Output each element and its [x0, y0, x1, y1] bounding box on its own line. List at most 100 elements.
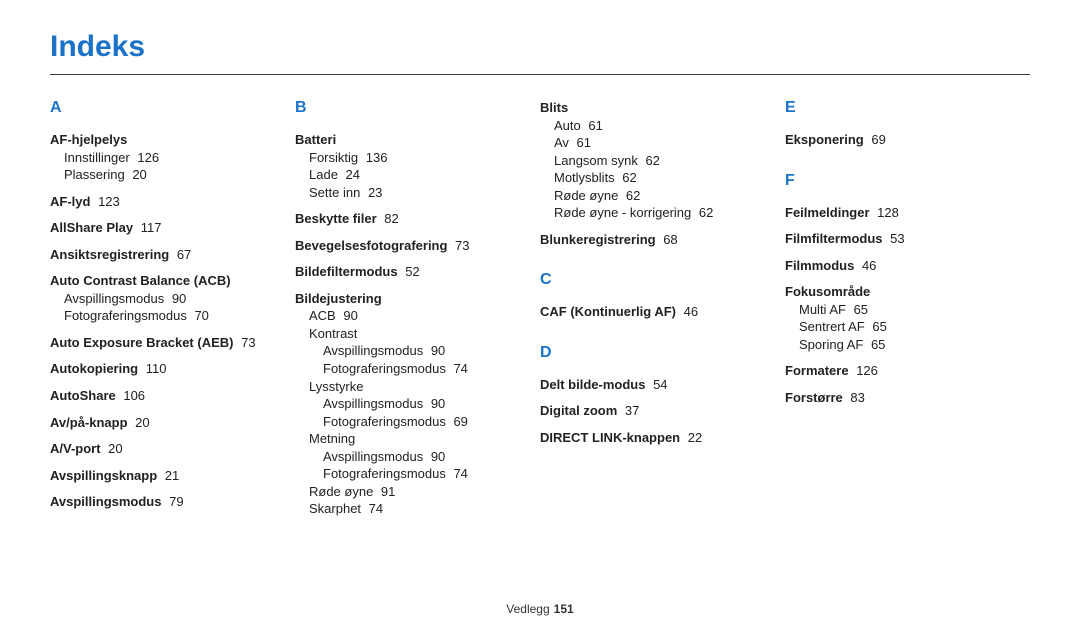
index-line: Avspillingsmodus 90	[323, 342, 540, 360]
index-entry: Av/på-knapp 20	[50, 414, 295, 432]
index-line: Lysstyrke	[309, 378, 540, 396]
index-entry: BlitsAuto 61Av 61Langsom synk 62Motlysbl…	[540, 99, 785, 222]
index-column: E Eksponering 69 F Feilmeldinger 128 Filmfil…	[785, 99, 1030, 527]
index-entry: Auto Contrast Balance (ACB)Avspillingsmo…	[50, 272, 295, 325]
index-line: Røde øyne 91	[309, 483, 540, 501]
index-entry: Digital zoom 37	[540, 402, 785, 420]
index-entry: Autokopiering 110	[50, 360, 295, 378]
index-line: Avspillingsmodus 90	[323, 448, 540, 466]
index-entry: Delt bilde-modus 54	[540, 376, 785, 394]
index-entry-head: Avspillingsknapp 21	[50, 467, 295, 485]
index-letter: F	[785, 172, 1030, 190]
index-entry-head: Bildejustering	[295, 290, 540, 308]
index-entry: DIRECT LINK-knappen 22	[540, 429, 785, 447]
index-column: A AF-hjelpelysInnstillinger 126Plassering…	[50, 99, 295, 527]
index-letter: C	[540, 271, 785, 289]
index-line: Skarphet 74	[309, 500, 540, 518]
index-entry-head: Beskytte filer 82	[295, 210, 540, 228]
index-line: Motlysblits 62	[554, 169, 785, 187]
index-entry-head: A/V-port 20	[50, 440, 295, 458]
index-entry-head: Bildefiltermodus 52	[295, 263, 540, 281]
index-line: Avspillingsmodus 90	[64, 290, 295, 308]
index-entry-head: Bevegelsesfotografering 73	[295, 237, 540, 255]
index-entry-head: Batteri	[295, 131, 540, 149]
index-line: Sette inn 23	[309, 184, 540, 202]
index-letter: B	[295, 99, 540, 117]
footer-page: 151	[554, 602, 574, 616]
index-entry: FokusområdeMulti AF 65Sentrert AF 65Spor…	[785, 283, 1030, 353]
index-entry: Filmmodus 46	[785, 257, 1030, 275]
index-entry-head: DIRECT LINK-knappen 22	[540, 429, 785, 447]
index-entry: Feilmeldinger 128	[785, 204, 1030, 222]
index-letter: A	[50, 99, 295, 117]
index-line: Fotograferingsmodus 70	[64, 307, 295, 325]
index-entry: Blunkeregistrering 68	[540, 231, 785, 249]
index-line: Innstillinger 126	[64, 149, 295, 167]
index-entry-head: Av/på-knapp 20	[50, 414, 295, 432]
index-entry-head: AutoShare 106	[50, 387, 295, 405]
index-line: Metning	[309, 430, 540, 448]
index-entry: Bildefiltermodus 52	[295, 263, 540, 281]
index-entry: Beskytte filer 82	[295, 210, 540, 228]
index-entry: AF-hjelpelysInnstillinger 126Plassering …	[50, 131, 295, 184]
index-line: Fotograferingsmodus 69	[323, 413, 540, 431]
index-entry-head: Forstørre 83	[785, 389, 1030, 407]
index-columns: A AF-hjelpelysInnstillinger 126Plassering…	[50, 99, 1030, 527]
index-entry: A/V-port 20	[50, 440, 295, 458]
page-footer: Vedlegg 151	[0, 602, 1080, 616]
index-column: BlitsAuto 61Av 61Langsom synk 62Motlysbl…	[540, 99, 785, 527]
index-line: Røde øyne - korrigering 62	[554, 204, 785, 222]
index-line: Fotograferingsmodus 74	[323, 465, 540, 483]
index-entry-head: Auto Exposure Bracket (AEB) 73	[50, 334, 295, 352]
index-entry: Formatere 126	[785, 362, 1030, 380]
index-entry: Ansiktsregistrering 67	[50, 246, 295, 264]
index-entry-head: Digital zoom 37	[540, 402, 785, 420]
index-line: Forsiktig 136	[309, 149, 540, 167]
index-entry: Filmfiltermodus 53	[785, 230, 1030, 248]
index-entry-head: AllShare Play 117	[50, 219, 295, 237]
index-entry: AF-lyd 123	[50, 193, 295, 211]
index-entry-head: CAF (Kontinuerlig AF) 46	[540, 303, 785, 321]
index-letter: D	[540, 344, 785, 362]
index-line: Plassering 20	[64, 166, 295, 184]
index-entry-head: Fokusområde	[785, 283, 1030, 301]
index-line: Kontrast	[309, 325, 540, 343]
index-line: Av 61	[554, 134, 785, 152]
index-entry: AutoShare 106	[50, 387, 295, 405]
index-entry-head: AF-hjelpelys	[50, 131, 295, 149]
index-letter: E	[785, 99, 1030, 117]
index-entry-head: Blunkeregistrering 68	[540, 231, 785, 249]
index-line: Sentrert AF 65	[799, 318, 1030, 336]
index-entry: Avspillingsmodus 79	[50, 493, 295, 511]
index-entry: CAF (Kontinuerlig AF) 46	[540, 303, 785, 321]
index-entry-head: Delt bilde-modus 54	[540, 376, 785, 394]
index-entry-head: Formatere 126	[785, 362, 1030, 380]
index-entry: BildejusteringACB 90KontrastAvspillingsm…	[295, 290, 540, 518]
index-entry-head: Avspillingsmodus 79	[50, 493, 295, 511]
index-entry: Avspillingsknapp 21	[50, 467, 295, 485]
index-column: B BatteriForsiktig 136Lade 24Sette inn 23…	[295, 99, 540, 527]
index-line: Langsom synk 62	[554, 152, 785, 170]
index-entry-head: AF-lyd 123	[50, 193, 295, 211]
index-entry-head: Feilmeldinger 128	[785, 204, 1030, 222]
index-line: Multi AF 65	[799, 301, 1030, 319]
index-line: Sporing AF 65	[799, 336, 1030, 354]
index-line: Røde øyne 62	[554, 187, 785, 205]
index-entry-head: Auto Contrast Balance (ACB)	[50, 272, 295, 290]
index-line: ACB 90	[309, 307, 540, 325]
index-entry-head: Filmmodus 46	[785, 257, 1030, 275]
page-title: Indeks	[50, 30, 1030, 75]
index-entry-head: Filmfiltermodus 53	[785, 230, 1030, 248]
index-entry: Forstørre 83	[785, 389, 1030, 407]
index-entry-head: Ansiktsregistrering 67	[50, 246, 295, 264]
index-entry: BatteriForsiktig 136Lade 24Sette inn 23	[295, 131, 540, 201]
index-entry-head: Blits	[540, 99, 785, 117]
index-line: Auto 61	[554, 117, 785, 135]
index-line: Fotograferingsmodus 74	[323, 360, 540, 378]
index-entry: Auto Exposure Bracket (AEB) 73	[50, 334, 295, 352]
footer-label: Vedlegg	[506, 602, 549, 616]
index-entry: Eksponering 69	[785, 131, 1030, 149]
index-entry: AllShare Play 117	[50, 219, 295, 237]
index-entry: Bevegelsesfotografering 73	[295, 237, 540, 255]
index-entry-head: Autokopiering 110	[50, 360, 295, 378]
